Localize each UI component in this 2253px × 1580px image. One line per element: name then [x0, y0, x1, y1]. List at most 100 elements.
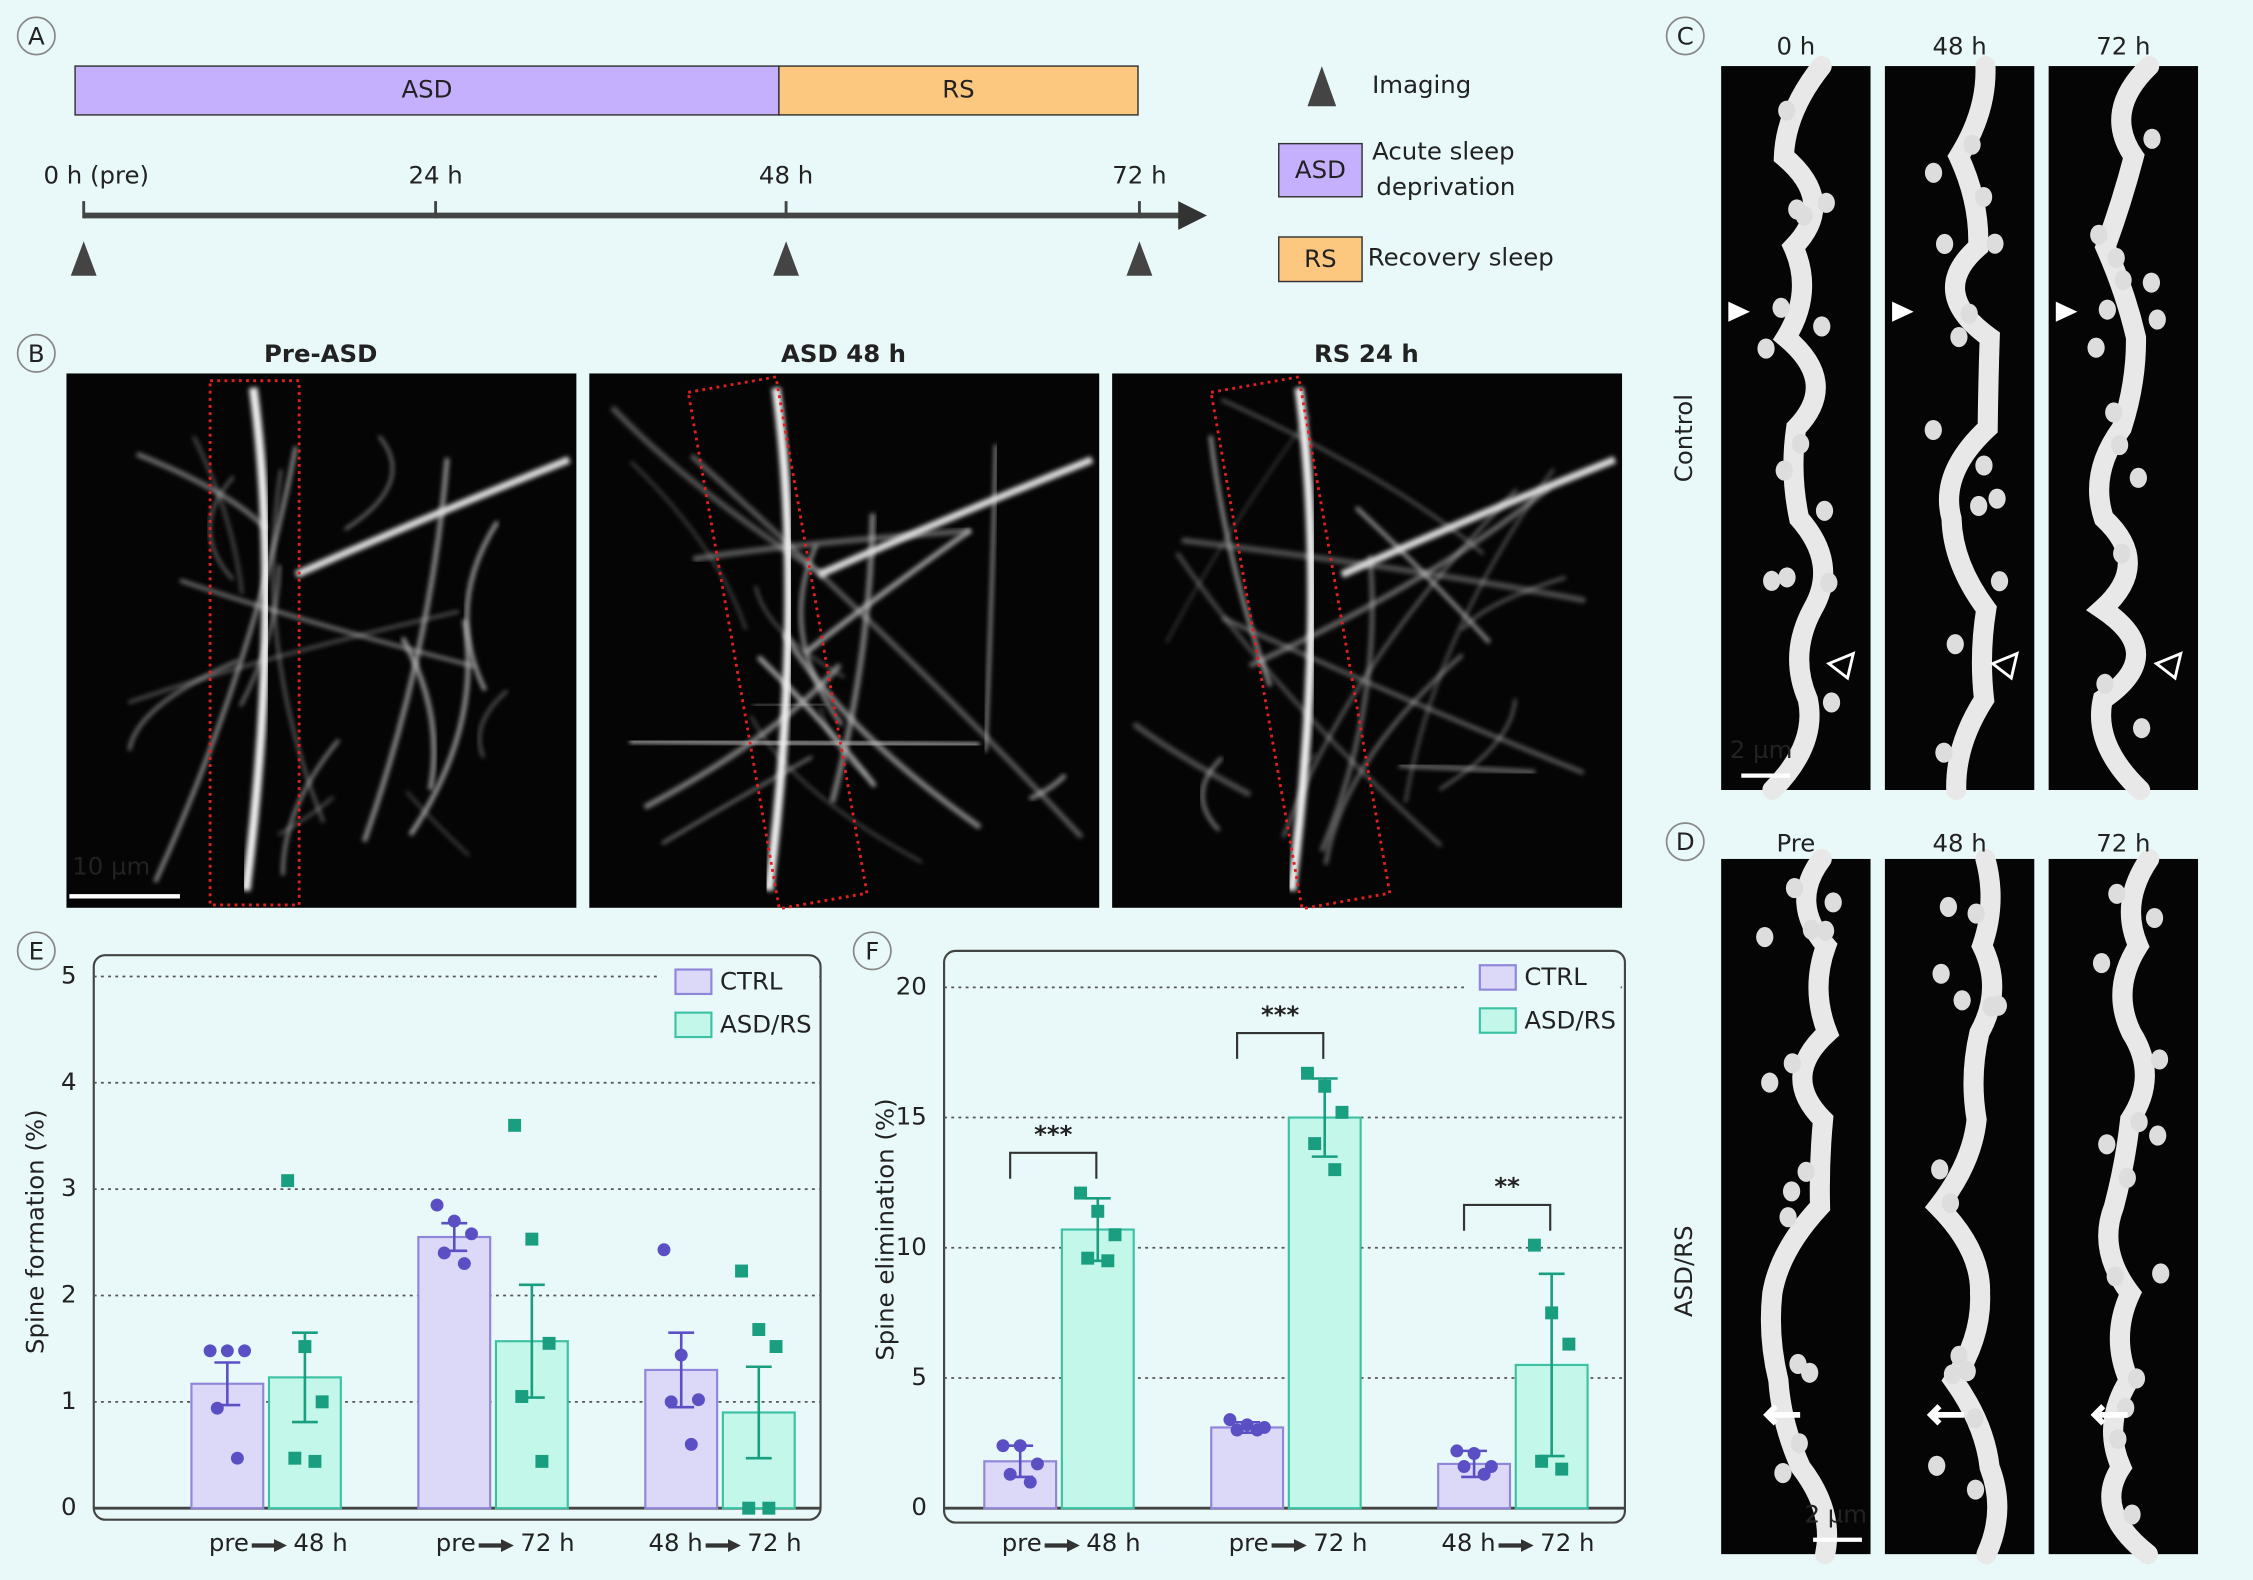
image-title: ASD 48 h: [781, 339, 906, 368]
legend-label: ASD/RS: [1524, 1005, 1616, 1034]
spine: [1783, 1053, 1801, 1074]
data-point: [210, 1401, 224, 1415]
x-tick-label: pre: [209, 1528, 249, 1557]
spine: [1939, 896, 1958, 917]
spine: [1935, 742, 1953, 763]
dendrite: [1181, 537, 1586, 604]
legend-swatch: [674, 1011, 713, 1039]
spine: [2098, 299, 2116, 320]
data-point: [220, 1344, 234, 1358]
spine: [2127, 1368, 2146, 1389]
bar: [644, 1368, 719, 1510]
data-point: [542, 1336, 556, 1350]
image-title: 48 h: [1932, 31, 1986, 60]
dendrite: [400, 636, 437, 791]
data-point: [525, 1232, 539, 1246]
spine: [1757, 338, 1775, 359]
x-tick-label: pre: [1229, 1528, 1269, 1557]
imaging-marker: [1126, 241, 1153, 276]
image-title: 48 h: [1932, 829, 1986, 858]
legend-swatch: [674, 968, 713, 996]
data-point: [742, 1501, 756, 1515]
dendrite: [408, 619, 471, 837]
dendrite: [344, 435, 394, 531]
spine: [1960, 303, 1978, 324]
imaging-marker: [773, 241, 800, 276]
image-title: RS 24 h: [1314, 339, 1419, 368]
legend-asd-box: [1278, 142, 1363, 198]
legend-text: Imaging: [1372, 70, 1471, 99]
x-tick-label: 48 h: [1086, 1528, 1140, 1557]
panel-letter-circle: [16, 333, 56, 373]
spine: [1816, 920, 1835, 941]
significance-bracket: [1462, 1203, 1552, 1231]
dendrite: [643, 663, 842, 810]
spine: [2105, 402, 2123, 423]
data-point: [1555, 1462, 1569, 1476]
spine: [1953, 990, 1971, 1011]
spine: [2087, 337, 2105, 358]
x-tick-label: 72 h: [747, 1528, 801, 1557]
spine: [2149, 1125, 2167, 1146]
spine: [1761, 1072, 1779, 1093]
main-dendrite: [241, 387, 271, 892]
dendrite: [1319, 555, 1375, 852]
y-tick-label: 15: [896, 1102, 927, 1131]
spine: [2107, 247, 2125, 269]
spine: [2150, 1049, 2169, 1070]
y-axis-label: Spine elimination (%): [871, 1098, 900, 1360]
scale-bar-label: 10 µm: [72, 852, 150, 881]
arrowhead-marker: [1892, 301, 1914, 322]
data-point: [203, 1344, 217, 1358]
panel-letter: C: [1677, 21, 1694, 50]
legend-label: ASD/RS: [720, 1010, 812, 1039]
panel-letter: A: [28, 21, 45, 50]
panel-letter: B: [28, 339, 45, 368]
spine: [1970, 495, 1988, 517]
spine: [2108, 883, 2126, 904]
bar: [1210, 1426, 1285, 1510]
x-tick-label: pre: [436, 1528, 476, 1557]
data-point: [230, 1451, 244, 1465]
dendrites: [127, 387, 571, 892]
spine: [1824, 892, 1842, 913]
dendrite: [1220, 398, 1485, 555]
phase-label: RS: [942, 74, 974, 103]
legend-text: Recovery sleep: [1368, 243, 1554, 272]
significance-bracket: [1236, 1031, 1325, 1059]
dendrite: [752, 702, 827, 707]
data-point: [1230, 1423, 1244, 1437]
data-point: [515, 1390, 529, 1403]
legend-swatch: [1478, 1007, 1517, 1034]
spine: [2129, 467, 2147, 488]
spine: [2092, 953, 2111, 974]
spine: [1974, 186, 1993, 208]
dendrite: [782, 632, 982, 830]
chart-frame: [92, 954, 822, 1521]
spine: [1778, 567, 1796, 588]
legend-box-label: RS: [1304, 244, 1336, 273]
dendrite: [2086, 56, 2160, 801]
time-label: 0 h (pre): [43, 161, 149, 190]
dendrite: [1938, 56, 2000, 801]
dendrite: [1132, 721, 1252, 798]
dendrite: [1398, 762, 1536, 775]
spine: [2148, 309, 2166, 330]
data-point: [664, 1395, 678, 1409]
arrow-marker: [1926, 1404, 1964, 1426]
spine: [1779, 1207, 1797, 1228]
data-point: [1308, 1137, 1322, 1151]
data-point: [1335, 1105, 1349, 1119]
dendrite: [179, 578, 475, 668]
spine: [2090, 224, 2108, 245]
dendrite: [277, 795, 335, 837]
data-point: [1091, 1204, 1105, 1218]
spine: [1967, 903, 1985, 924]
spine: [1795, 205, 1813, 226]
dendrite: [629, 738, 980, 748]
spine: [1958, 1361, 1976, 1382]
roi-box: [686, 375, 869, 911]
arrowhead-marker: [2055, 301, 2078, 322]
spine: [1966, 1408, 1984, 1429]
dendrite: [1439, 698, 1517, 791]
